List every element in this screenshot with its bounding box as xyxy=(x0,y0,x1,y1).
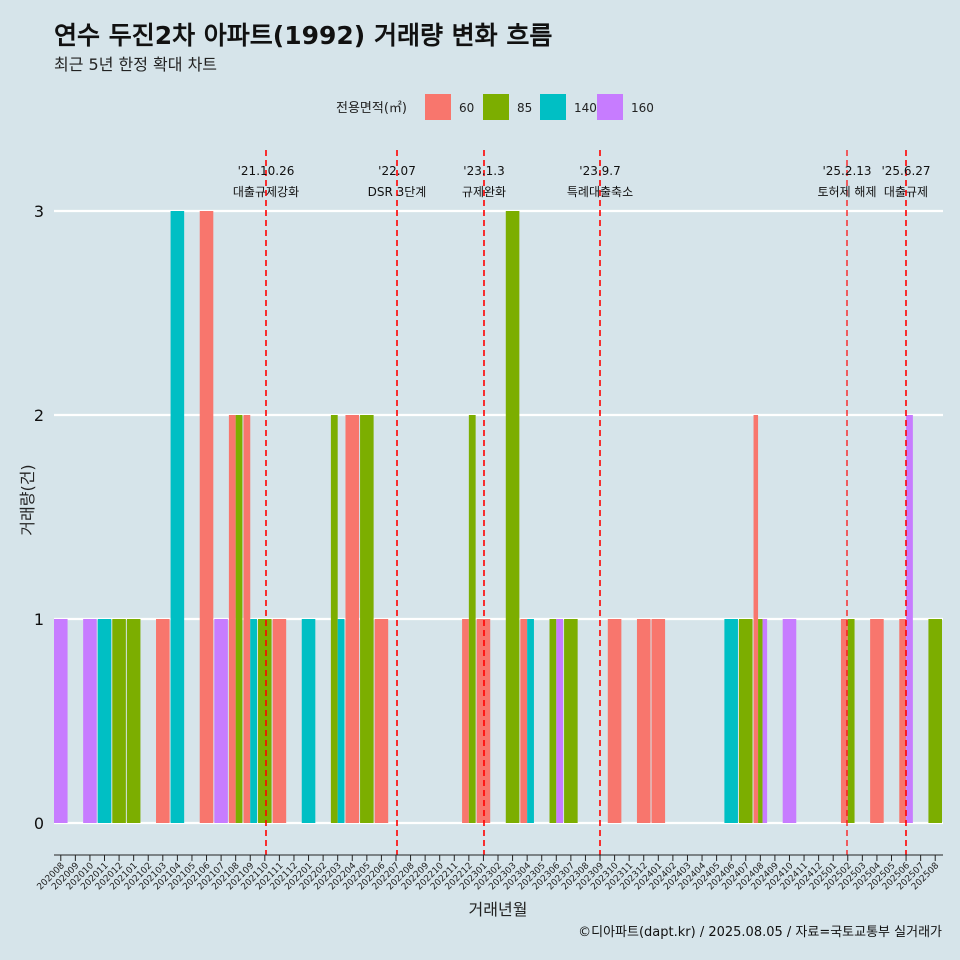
bars xyxy=(54,211,942,823)
legend: 전용면적(㎡) 60 85 140 160 xyxy=(336,94,654,120)
annotation-date-4: '25.2.13 xyxy=(822,164,871,178)
annotation-date-3: '23.9.7 xyxy=(579,164,620,178)
x-axis: 2020082020092020102020112020122021012021… xyxy=(36,854,943,892)
bar-202408-85 xyxy=(758,619,763,823)
bar-202401-60 xyxy=(651,619,666,823)
legend-swatch-160 xyxy=(597,94,623,120)
bar-202107-160 xyxy=(214,619,228,823)
bar-202508-85 xyxy=(928,619,942,823)
bar-202203-85 xyxy=(330,415,338,823)
bar-202110-85 xyxy=(258,619,272,823)
y-tick-label-3: 3 xyxy=(34,202,44,221)
bar-202108-85 xyxy=(235,415,243,823)
bar-202008-160 xyxy=(54,619,68,823)
bar-202304-60 xyxy=(520,619,528,823)
bar-202410-160 xyxy=(782,619,797,823)
annotation-label-1: DSR 3단계 xyxy=(368,185,427,199)
legend-swatch-60 xyxy=(425,94,451,120)
bar-202106-60 xyxy=(199,211,214,823)
bar-202109-140 xyxy=(250,619,258,823)
y-axis-label: 거래량(건) xyxy=(18,464,37,535)
legend-label-85: 85 xyxy=(517,101,532,115)
bar-202504-60 xyxy=(870,619,884,823)
bar-202502-85 xyxy=(847,619,855,823)
caption: ©디아파트(dapt.kr) / 2025.08.05 / 자료=국토교통부 실… xyxy=(578,925,942,940)
bar-202205-85 xyxy=(360,415,374,823)
legend-label-140: 140 xyxy=(574,101,597,115)
bar-202306-160 xyxy=(556,619,564,823)
annotation-date-0: '21.10.26 xyxy=(238,164,295,178)
bar-202212-85 xyxy=(468,415,476,823)
annotation-label-0: 대출규제강화 xyxy=(233,185,299,199)
bar-202103-60 xyxy=(156,619,170,823)
legend-swatch-85 xyxy=(483,94,509,120)
legend-swatch-140 xyxy=(540,94,566,120)
annotation-label-4: 토허제 해제 xyxy=(817,185,876,199)
legend-title: 전용면적(㎡) xyxy=(336,101,407,116)
grid xyxy=(54,209,943,825)
legend-label-60: 60 xyxy=(459,101,474,115)
annotation-date-1: '22.07 xyxy=(378,164,416,178)
annotation-label-2: 규제완화 xyxy=(462,185,506,199)
bar-202306-85 xyxy=(549,619,557,823)
bar-202307-85 xyxy=(564,619,578,823)
annotations: '21.10.26 대출규제강화 '22.07 DSR 3단계 '23.1.3 규제완화 '… xyxy=(233,150,931,855)
bar-202303-85 xyxy=(505,211,520,823)
y-tick-label-1: 1 xyxy=(34,610,44,629)
y-axis-ticks: 0 1 2 3 xyxy=(34,202,44,833)
bar-202012-85 xyxy=(112,619,126,823)
chart-title: 연수 두진2차 아파트(1992) 거래량 변화 흐름 xyxy=(54,21,552,50)
bar-202101-85 xyxy=(126,619,141,823)
bar-202111-60 xyxy=(272,619,287,823)
bar-202011-140 xyxy=(97,619,112,823)
bar-202502-60 xyxy=(840,619,848,823)
annotation-label-3: 특례대출축소 xyxy=(567,185,633,199)
chart-subtitle: 최근 5년 한정 확대 차트 xyxy=(54,55,217,74)
bar-202203-140 xyxy=(337,619,345,823)
bar-202104-140 xyxy=(170,211,185,823)
annotation-label-5: 대출규제 xyxy=(884,185,928,199)
annotation-date-2: '23.1.3 xyxy=(463,164,504,178)
bar-202408-60 xyxy=(753,415,759,823)
bar-202506-160 xyxy=(906,415,913,823)
bar-202304-140 xyxy=(527,619,534,823)
bar-202312-60 xyxy=(636,619,651,823)
bar-202506-60 xyxy=(899,619,907,823)
bar-202204-60 xyxy=(345,415,360,823)
x-axis-label: 거래년월 xyxy=(469,900,528,919)
bar-202108-60 xyxy=(228,415,236,823)
bar-202407-85 xyxy=(738,619,753,823)
bar-202212-60 xyxy=(462,619,469,823)
bar-202408-160 xyxy=(762,619,768,823)
legend-label-160: 160 xyxy=(631,101,654,115)
bar-202201-140 xyxy=(301,619,316,823)
annotation-date-5: '25.6.27 xyxy=(881,164,930,178)
bar-202010-160 xyxy=(83,619,97,823)
y-tick-label-0: 0 xyxy=(34,814,44,833)
bar-202310-60 xyxy=(607,619,622,823)
y-tick-label-2: 2 xyxy=(34,406,44,425)
bar-202406-140 xyxy=(724,619,738,823)
bar-202109-60 xyxy=(243,415,251,823)
bar-202206-60 xyxy=(374,619,389,823)
